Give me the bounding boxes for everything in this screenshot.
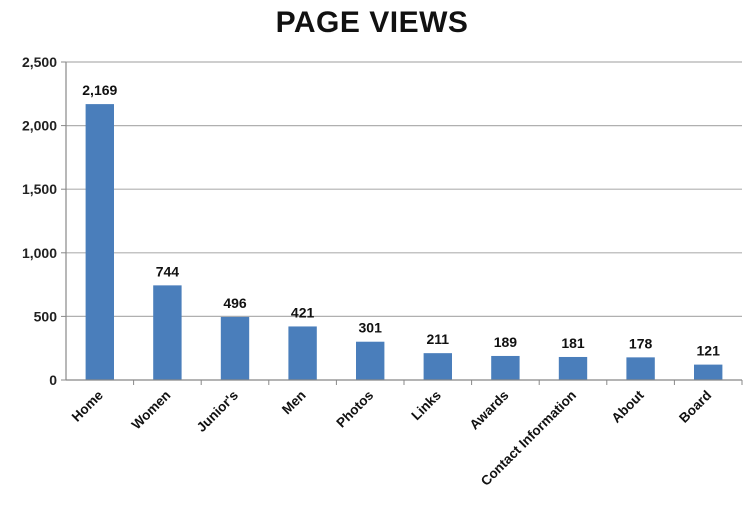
data-label: 181 <box>561 335 585 351</box>
data-label: 421 <box>291 304 315 320</box>
bar <box>626 357 655 380</box>
data-label: 189 <box>494 334 518 350</box>
x-tick-label: Men <box>279 388 309 418</box>
data-label: 211 <box>427 331 450 347</box>
bar <box>694 364 723 380</box>
data-label: 2,169 <box>82 82 117 98</box>
data-label: 178 <box>629 335 653 351</box>
data-label: 121 <box>697 343 721 359</box>
bar <box>153 285 182 380</box>
data-label: 301 <box>359 320 383 336</box>
bar <box>85 104 114 380</box>
y-tick-label: 0 <box>49 372 57 388</box>
x-tick-label: Board <box>676 388 714 426</box>
x-tick-label: Links <box>408 388 444 424</box>
x-axis: Home Women Junior's Men Photos Links AwardsCon… <box>66 379 743 489</box>
y-axis: 0 500 1,000 1,500 2,000 2,500 <box>22 54 67 388</box>
y-tick-label: 1,500 <box>22 181 57 197</box>
x-tick-label: About <box>609 387 648 426</box>
bar <box>356 341 385 380</box>
x-tick-label: Women <box>129 388 174 433</box>
x-tick-label: Awards <box>467 388 512 433</box>
y-tick-label: 1,000 <box>22 245 57 261</box>
bar <box>491 355 520 380</box>
data-label: 496 <box>223 295 247 311</box>
y-tick-label: 500 <box>34 308 58 324</box>
data-label: 744 <box>156 263 180 279</box>
x-tick-label: Junior's <box>194 388 241 435</box>
x-tick-label: Photos <box>333 388 376 431</box>
y-tick-label: 2,500 <box>22 54 57 70</box>
bar <box>558 356 588 380</box>
bar <box>288 326 317 380</box>
data-labels: 2,169 744 496 421 301 211 189 181 178 121 <box>82 82 720 359</box>
bars <box>85 104 723 380</box>
bar <box>220 316 250 380</box>
chart-title: PAGE VIEWS <box>275 6 469 39</box>
y-tick-label: 2,000 <box>22 118 57 134</box>
x-tick-label: Home <box>69 387 106 424</box>
bar <box>423 353 452 380</box>
